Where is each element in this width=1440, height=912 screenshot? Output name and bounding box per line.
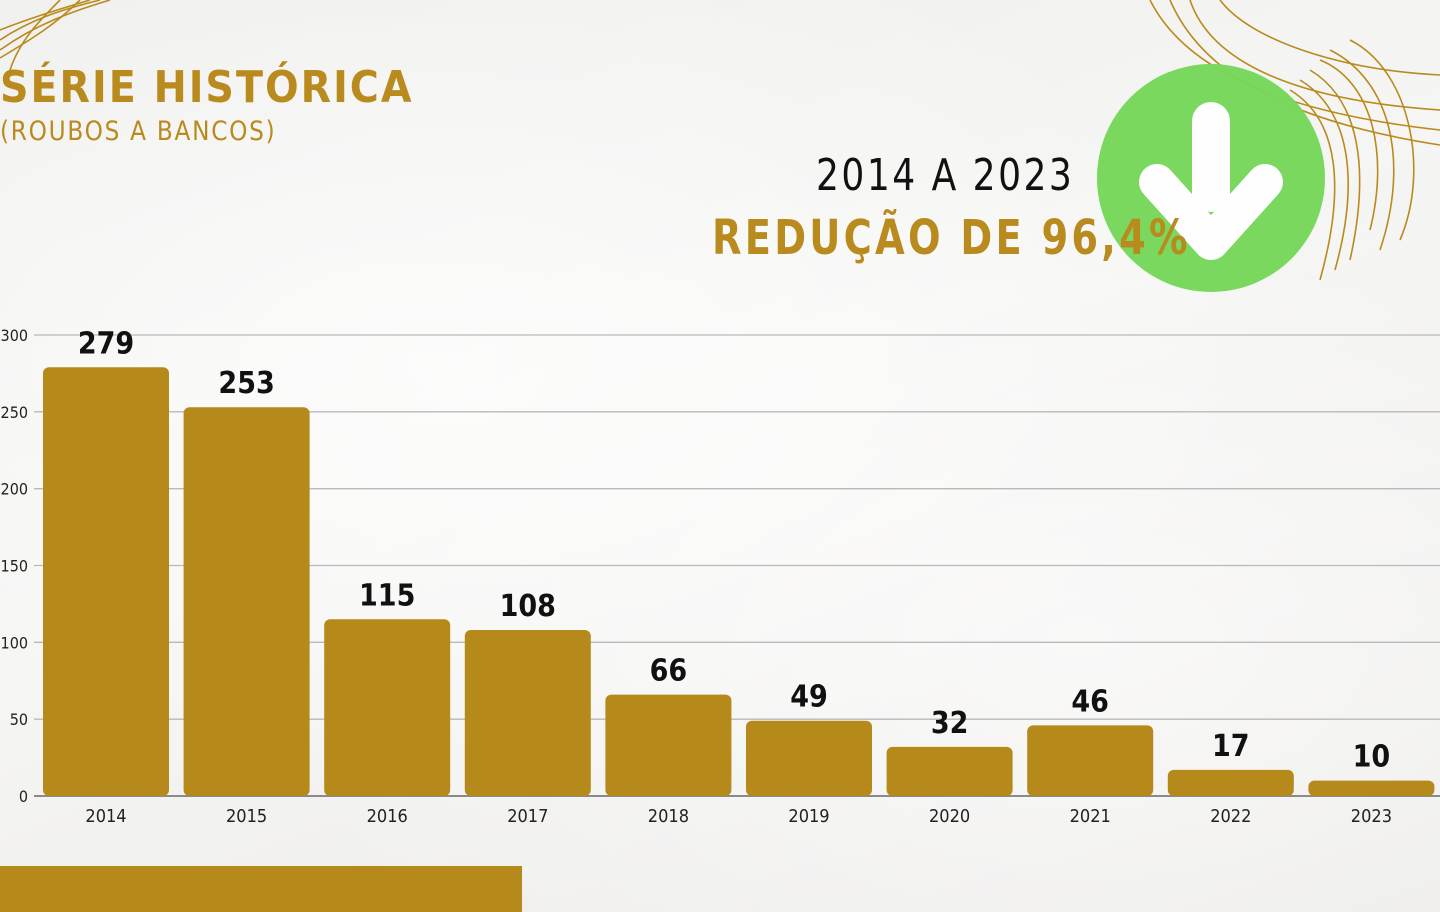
data-label-2019: 49	[790, 680, 828, 715]
x-tick-label: 2019	[788, 806, 829, 827]
data-label-2016: 115	[359, 578, 415, 613]
reduction-badge	[1097, 64, 1325, 292]
bar-2018	[605, 694, 732, 796]
y-tick-label: 200	[1, 480, 28, 499]
data-label-2014: 279	[78, 326, 134, 361]
period-label: 2014 A 2023	[816, 150, 1075, 201]
bar-2021	[1027, 725, 1154, 796]
arrow-down-icon	[1139, 102, 1283, 260]
x-tick-label: 2022	[1210, 806, 1251, 827]
x-tick-label: 2020	[929, 806, 970, 827]
x-tick-label: 2016	[367, 806, 408, 827]
bar-2019	[746, 720, 872, 796]
x-tick-label: 2017	[507, 806, 548, 827]
bar-2020	[886, 746, 1013, 796]
data-label-2015: 253	[218, 366, 274, 401]
bar-2015	[183, 407, 310, 796]
x-tick-label: 2015	[226, 806, 267, 827]
data-label-2021: 46	[1071, 684, 1109, 719]
bar-2023	[1308, 780, 1435, 796]
y-tick-label: 250	[1, 403, 28, 422]
bar-2014	[43, 367, 169, 796]
bar-2022	[1167, 769, 1294, 796]
bar-chart: 0 50 100 150 200 250 300 279 253 115 108 66 49 32 46 1…	[1, 326, 1440, 827]
reduction-label: REDUÇÃO DE 96,4%	[712, 210, 1191, 266]
data-label-2018: 66	[650, 654, 688, 689]
y-tick-label: 50	[10, 710, 28, 729]
x-tick-label: 2014	[85, 806, 126, 827]
bar-2017	[464, 630, 591, 796]
x-tick-label: 2018	[648, 806, 689, 827]
page-subtitle: (ROUBOS A BANCOS)	[0, 116, 277, 147]
y-tick-label: 100	[1, 633, 28, 652]
data-label-2017: 108	[500, 589, 556, 624]
x-tick-label: 2021	[1070, 806, 1111, 827]
bottom-accent-bar	[0, 866, 522, 912]
page-title: SÉRIE HISTÓRICA	[0, 62, 414, 113]
y-tick-label: 150	[1, 557, 28, 576]
x-tick-label: 2023	[1351, 806, 1392, 827]
data-label-2022: 17	[1212, 729, 1250, 764]
data-label-2023: 10	[1353, 740, 1391, 775]
bar-2016	[324, 619, 451, 796]
y-tick-label: 300	[1, 326, 28, 345]
data-label-2020: 32	[931, 706, 969, 741]
y-tick-label: 0	[19, 787, 28, 806]
